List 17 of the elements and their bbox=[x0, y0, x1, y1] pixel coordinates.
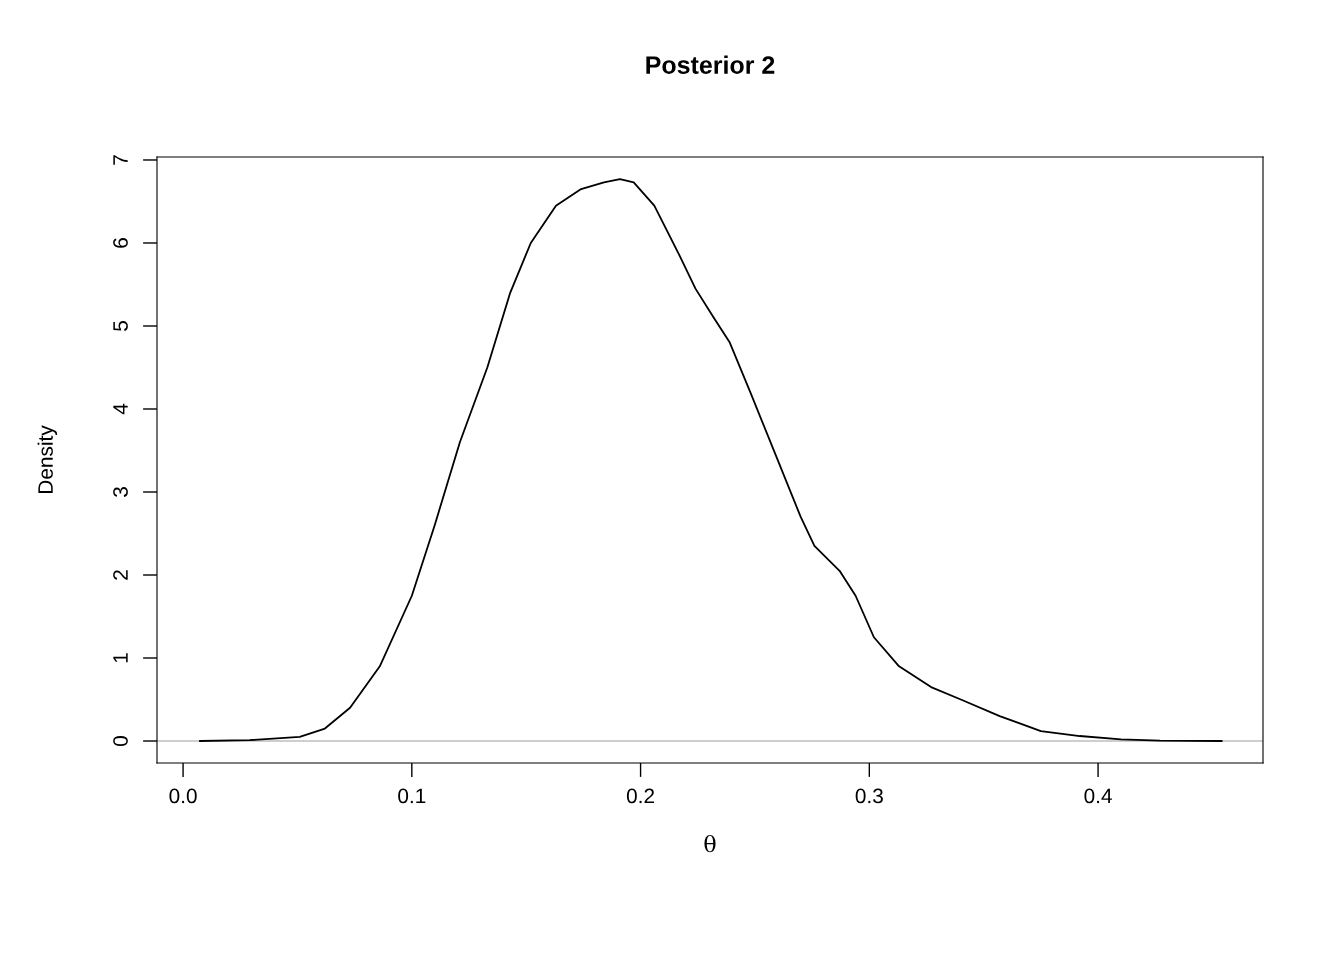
y-axis-title: Density bbox=[37, 425, 58, 494]
x-tick-label: 0.1 bbox=[398, 788, 426, 804]
y-tick-label: 1 bbox=[113, 653, 128, 663]
x-tick-label: 0.4 bbox=[1084, 788, 1112, 804]
y-tick-label: 2 bbox=[113, 570, 128, 580]
x-tick-label: 0.0 bbox=[169, 788, 197, 804]
y-tick-label: 5 bbox=[113, 321, 128, 331]
x-axis-title: θ bbox=[704, 834, 716, 853]
chart-title: Posterior 2 bbox=[646, 55, 775, 74]
y-tick-label: 0 bbox=[113, 736, 128, 746]
x-tick-label: 0.3 bbox=[855, 788, 883, 804]
y-tick-label: 6 bbox=[113, 238, 128, 248]
x-tick-label: 0.2 bbox=[626, 788, 655, 804]
line-series bbox=[199, 178, 1223, 742]
y-tick-label: 3 bbox=[113, 487, 128, 497]
y-tick-label: 4 bbox=[113, 403, 128, 415]
y-tick-label: 7 bbox=[113, 155, 128, 165]
